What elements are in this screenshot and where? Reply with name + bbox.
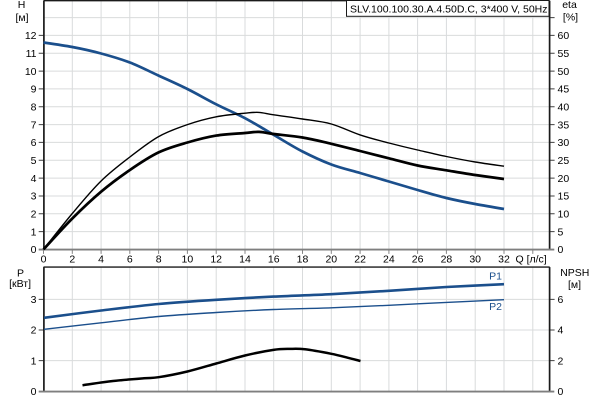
svg-text:P2: P2 (489, 301, 502, 313)
svg-text:3: 3 (31, 294, 37, 306)
svg-text:7: 7 (31, 119, 37, 131)
svg-text:20: 20 (325, 254, 337, 266)
svg-text:24: 24 (383, 254, 395, 266)
svg-text:0: 0 (31, 244, 37, 256)
svg-text:eta: eta (562, 0, 577, 11)
svg-text:0: 0 (558, 386, 564, 398)
svg-text:6: 6 (31, 137, 37, 149)
svg-text:60: 60 (558, 30, 570, 42)
svg-text:P1: P1 (489, 271, 502, 283)
svg-text:8: 8 (31, 101, 37, 113)
svg-text:[кВт]: [кВт] (9, 278, 31, 290)
svg-text:4: 4 (31, 173, 37, 185)
svg-text:Q [л/с]: Q [л/с] (516, 254, 547, 266)
svg-text:10: 10 (182, 254, 194, 266)
svg-text:0: 0 (31, 386, 37, 398)
svg-text:40: 40 (558, 101, 570, 113)
svg-text:5: 5 (31, 155, 37, 167)
svg-text:22: 22 (354, 254, 366, 266)
svg-text:50: 50 (558, 66, 570, 78)
svg-text:1: 1 (31, 226, 37, 238)
svg-text:20: 20 (558, 173, 570, 185)
svg-text:2: 2 (31, 209, 37, 221)
svg-text:15: 15 (558, 191, 570, 203)
svg-text:H: H (18, 0, 26, 11)
svg-text:10: 10 (25, 66, 37, 78)
svg-text:P: P (17, 268, 24, 280)
svg-text:55: 55 (558, 48, 570, 60)
svg-text:16: 16 (268, 254, 280, 266)
svg-text:30: 30 (469, 254, 481, 266)
svg-text:2: 2 (558, 355, 564, 367)
svg-text:SLV.100.100.30.A.4.50D.C, 3*40: SLV.100.100.30.A.4.50D.C, 3*400 V, 50Hz (350, 4, 548, 16)
svg-text:30: 30 (558, 137, 570, 149)
svg-text:4: 4 (558, 325, 564, 337)
svg-text:32: 32 (498, 254, 510, 266)
svg-text:12: 12 (25, 30, 37, 42)
svg-text:18: 18 (297, 254, 309, 266)
svg-text:[м]: [м] (568, 279, 581, 291)
svg-text:10: 10 (558, 209, 570, 221)
svg-text:4: 4 (98, 254, 104, 266)
svg-text:28: 28 (441, 254, 453, 266)
svg-text:1: 1 (31, 355, 37, 367)
svg-text:[м]: [м] (15, 12, 28, 24)
svg-text:6: 6 (558, 294, 564, 306)
svg-text:12: 12 (210, 254, 222, 266)
svg-text:35: 35 (558, 119, 570, 131)
svg-text:11: 11 (26, 48, 37, 60)
svg-text:[%]: [%] (563, 12, 578, 24)
svg-text:25: 25 (558, 155, 570, 167)
svg-text:5: 5 (558, 226, 564, 238)
svg-text:3: 3 (31, 191, 37, 203)
svg-text:14: 14 (239, 254, 251, 266)
svg-text:8: 8 (156, 254, 162, 266)
svg-text:9: 9 (31, 84, 37, 96)
svg-text:2: 2 (31, 325, 37, 337)
svg-text:6: 6 (127, 254, 133, 266)
svg-text:0: 0 (558, 244, 564, 256)
svg-text:26: 26 (412, 254, 424, 266)
svg-text:0: 0 (41, 254, 47, 266)
svg-text:2: 2 (69, 254, 75, 266)
svg-text:NPSH: NPSH (560, 267, 589, 279)
svg-text:45: 45 (558, 84, 570, 96)
